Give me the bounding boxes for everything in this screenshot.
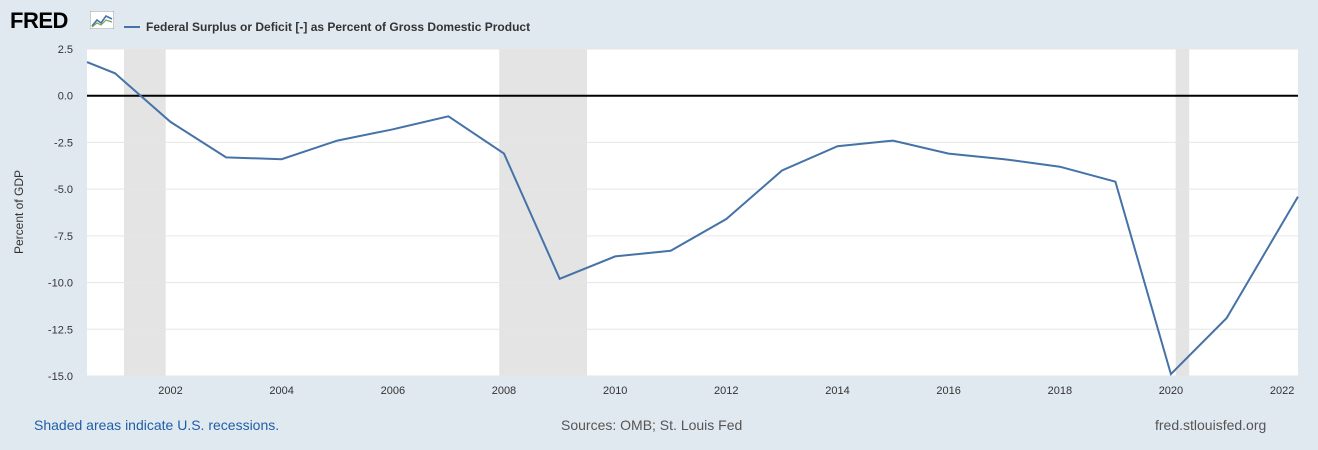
site-link[interactable]: fred.stlouisfed.org: [1155, 417, 1267, 433]
plot-background: [87, 49, 1298, 376]
recession-bands: [123, 49, 1190, 376]
y-axis-ticks: 2.5 0.0 -2.5 -5.0 -7.5 -10.0 -12.5 -15.0: [48, 44, 73, 383]
x-axis-ticks: 2002 2004 2006 2008 2010 2012 2014 2016 2018 2020…: [158, 385, 1294, 397]
recession-band: [499, 49, 588, 376]
y-tick-label: -5.0: [54, 184, 73, 196]
y-tick-label: -15.0: [48, 371, 73, 383]
recession-band: [1175, 49, 1190, 376]
recession-band: [123, 49, 166, 376]
y-tick-label: 2.5: [58, 44, 73, 56]
fred-logo[interactable]: FRED: [10, 8, 68, 33]
x-tick-label: 2004: [269, 385, 293, 397]
y-tick-label: -10.0: [48, 278, 73, 290]
recession-note-link[interactable]: Shaded areas indicate U.S. recessions.: [34, 417, 280, 433]
chart: 2.50.0-2.5-5.0-7.5-10.0-12.5-15.0 2002 20…: [12, 44, 1299, 397]
x-tick-label: 2012: [714, 385, 738, 397]
sources-text: Sources: OMB; St. Louis Fed: [561, 417, 743, 433]
x-tick-label: 2016: [936, 385, 960, 397]
y-tick-label: -2.5: [54, 137, 73, 149]
x-tick-label: 2020: [1159, 385, 1183, 397]
legend-series-label: Federal Surplus or Deficit [-] as Percen…: [146, 19, 531, 34]
legend-swatch: [124, 25, 140, 28]
gridlines: [87, 48, 1298, 377]
y-tick-label: 0.0: [58, 91, 73, 103]
x-tick-label: 2010: [603, 385, 627, 397]
y-tick-label: -7.5: [54, 231, 73, 243]
legend[interactable]: Federal Surplus or Deficit [-] as Percen…: [124, 18, 530, 36]
x-tick-label: 2018: [1048, 385, 1072, 397]
x-tick-label: 2002: [158, 385, 182, 397]
x-tick-label: 2008: [492, 385, 516, 397]
y-tick-label: -12.5: [48, 324, 73, 336]
x-tick-label: 2006: [381, 385, 405, 397]
x-tick-label: 2014: [825, 385, 849, 397]
series-line[interactable]: [86, 61, 1299, 377]
x-tick-label: 2022: [1270, 385, 1294, 397]
y-axis-label: Percent of GDP: [12, 170, 26, 254]
fred-logo-chart-icon: [90, 11, 114, 29]
